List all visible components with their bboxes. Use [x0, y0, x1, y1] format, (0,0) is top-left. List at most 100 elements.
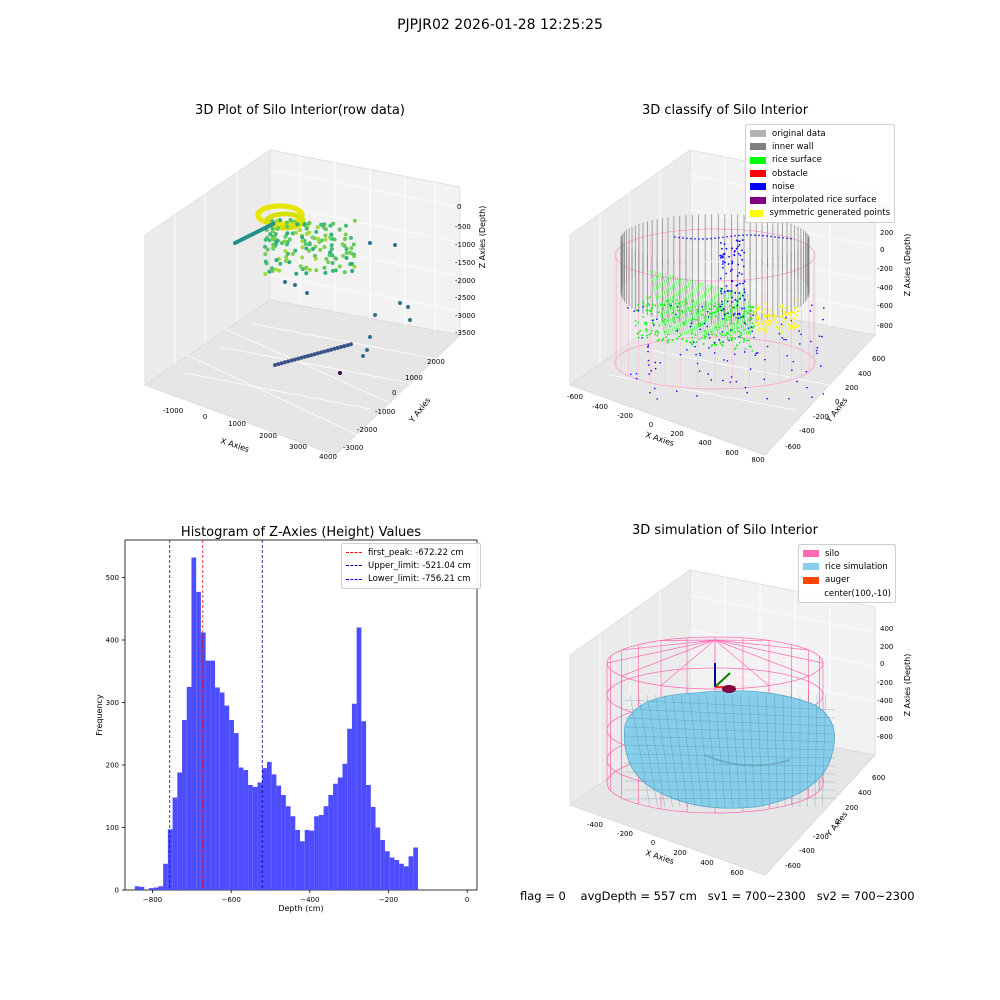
- histogram-bar: [200, 632, 206, 890]
- rice-point: [645, 328, 647, 331]
- noise-point: [652, 319, 654, 322]
- silo-roof-line: [621, 639, 716, 651]
- rice-line: [732, 289, 738, 336]
- ytick: 1000: [405, 374, 423, 382]
- ztick: -3500: [455, 329, 475, 337]
- symmetric-point: [762, 329, 765, 332]
- noise-point: [763, 378, 766, 381]
- noise-point: [738, 240, 741, 243]
- rice-point: [637, 303, 640, 306]
- noise-point: [706, 310, 709, 313]
- symmetric-points: [753, 299, 800, 334]
- rice-line: [729, 289, 736, 336]
- rice-point: [703, 316, 706, 319]
- noise-point: [635, 377, 638, 380]
- noise-point: [727, 263, 730, 265]
- noise-point: [718, 338, 720, 341]
- raw-point: [319, 350, 324, 355]
- histogram-bar: [351, 703, 357, 890]
- rice-point: [689, 309, 691, 312]
- rice-point: [748, 331, 751, 334]
- histogram-bar: [290, 816, 296, 890]
- symmetric-point: [763, 302, 766, 305]
- histogram-bar: [361, 721, 367, 890]
- mesh-line: [624, 797, 836, 800]
- mesh-line: [757, 694, 763, 808]
- raw-point: [307, 248, 312, 253]
- mesh-line: [624, 753, 836, 759]
- legend-swatch: [750, 196, 766, 204]
- y-tick-label: 500: [106, 574, 119, 582]
- rice-point: [714, 311, 717, 314]
- rice-point: [656, 334, 659, 337]
- histogram-bar: [229, 720, 234, 890]
- noise-point: [699, 352, 701, 355]
- rice-point: [649, 296, 651, 299]
- raw-point: [304, 271, 309, 276]
- raw-point: [338, 371, 342, 375]
- raw-point: [328, 235, 333, 240]
- rice-point: [748, 339, 750, 342]
- xtick: 1000: [228, 420, 246, 428]
- classify-3d-plot: -600 -400 -200 0 200 400 600 800 600 400…: [567, 149, 912, 464]
- noise-point: [735, 284, 738, 287]
- noise-point: [741, 249, 743, 252]
- rice-line: [657, 271, 672, 336]
- raw-point: [293, 248, 298, 253]
- noise-point: [726, 235, 728, 238]
- raw-point: [279, 361, 284, 366]
- symmetric-point: [780, 310, 783, 313]
- mesh-line: [624, 726, 836, 735]
- ytick: -400: [799, 847, 815, 855]
- raw-point: [285, 224, 290, 229]
- raw-point: [273, 267, 278, 272]
- noise-point: [821, 335, 823, 338]
- rice-point: [730, 309, 732, 312]
- noise-point: [723, 261, 726, 264]
- histogram-bar: [224, 705, 230, 890]
- noise-point: [811, 396, 813, 398]
- noise-point: [774, 236, 776, 238]
- rice-point: [752, 306, 755, 309]
- symmetric-point: [772, 315, 775, 318]
- raw-point: [344, 255, 349, 260]
- y-tick-label: 400: [106, 637, 119, 645]
- histogram-bar: [375, 827, 381, 890]
- raw-point: [290, 251, 295, 256]
- sv1-text: sv1 = 700~2300: [707, 889, 806, 903]
- histogram-bar: [210, 660, 216, 890]
- noise-point: [729, 270, 732, 272]
- noise-point: [637, 309, 639, 312]
- raw-point: [322, 245, 327, 250]
- raw-point: [365, 348, 369, 352]
- noise-point: [719, 305, 721, 308]
- histogram-bar: [139, 886, 145, 890]
- noise-point: [721, 331, 724, 333]
- mesh-line: [624, 771, 836, 775]
- noise-point: [822, 393, 825, 395]
- noise-point: [641, 337, 643, 339]
- symmetric-point: [792, 326, 795, 329]
- ytick: 600: [872, 774, 885, 782]
- y-ticks: 0 100 200 300 400 500: [106, 574, 125, 895]
- rice-point: [748, 345, 751, 347]
- symmetric-point: [763, 308, 767, 311]
- raw-point: [300, 267, 305, 272]
- legend-swatch: [750, 156, 766, 164]
- raw-point: [344, 250, 349, 255]
- noise-point: [633, 310, 635, 313]
- rice-point: [645, 321, 648, 324]
- x-ticks: −800 −600 −400 −200 0: [143, 890, 469, 904]
- raw-point: [283, 280, 287, 284]
- rice-point: [647, 302, 649, 305]
- rice-point: [675, 299, 678, 301]
- rice-point: [666, 341, 669, 344]
- legend-label: obstacle: [772, 168, 808, 179]
- noise-point: [782, 237, 784, 239]
- symmetric-point: [780, 331, 784, 334]
- raw-point: [408, 318, 412, 322]
- noise-point: [720, 292, 723, 295]
- rice-point: [752, 326, 755, 329]
- noise-point: [722, 317, 724, 320]
- histogram-bar: [177, 772, 183, 890]
